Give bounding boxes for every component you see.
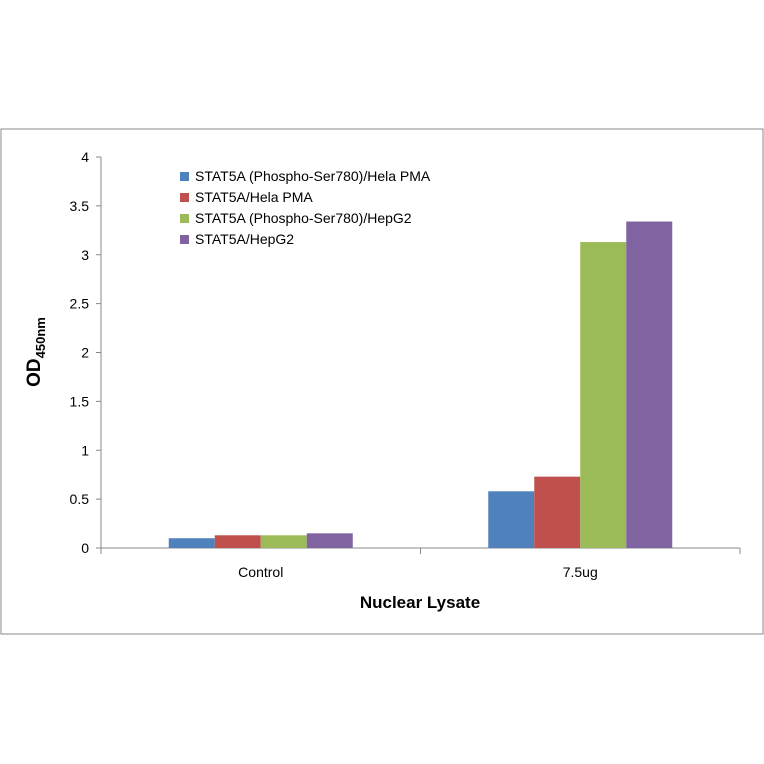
bar-1-control — [168, 538, 215, 548]
bar-3-control — [260, 535, 307, 548]
legend-entry: STAT5A (Phospho-Ser780)/Hela PMA — [195, 168, 431, 184]
x-axis-label: Nuclear Lysate — [360, 593, 480, 612]
y-axis-label-sub: 450nm — [33, 317, 48, 358]
legend-swatch — [180, 193, 189, 202]
bar-3-75ug — [580, 242, 627, 549]
y-axis-label: OD450nm — [24, 317, 48, 387]
bar-2-75ug — [534, 476, 581, 548]
legend-swatch — [180, 214, 189, 223]
y-tick-label: 1.5 — [70, 393, 90, 409]
bar-4-control — [306, 533, 353, 548]
y-axis-label-main: OD — [24, 358, 45, 387]
bar-2-control — [214, 535, 261, 548]
bar-4-75ug — [626, 221, 673, 548]
y-tick-label: 2.5 — [70, 296, 90, 312]
legend-swatch — [180, 172, 189, 181]
y-tick-label: 2 — [81, 345, 89, 361]
legend-swatch — [180, 235, 189, 244]
y-tick-label: 3 — [81, 247, 89, 263]
x-tick-label: Control — [238, 564, 283, 580]
legend-entry: STAT5A/HepG2 — [195, 231, 294, 247]
legend-entry: STAT5A/Hela PMA — [195, 189, 313, 205]
y-tick-label: 3.5 — [70, 198, 90, 214]
y-tick-label: 1 — [81, 442, 89, 458]
legend-entry: STAT5A (Phospho-Ser780)/HepG2 — [195, 210, 412, 226]
y-tick-label: 0.5 — [70, 491, 90, 507]
x-tick-label: 7.5ug — [563, 564, 598, 580]
y-tick-label: 4 — [81, 149, 89, 165]
bar-1-75ug — [488, 491, 535, 548]
y-tick-label: 0 — [81, 540, 89, 556]
